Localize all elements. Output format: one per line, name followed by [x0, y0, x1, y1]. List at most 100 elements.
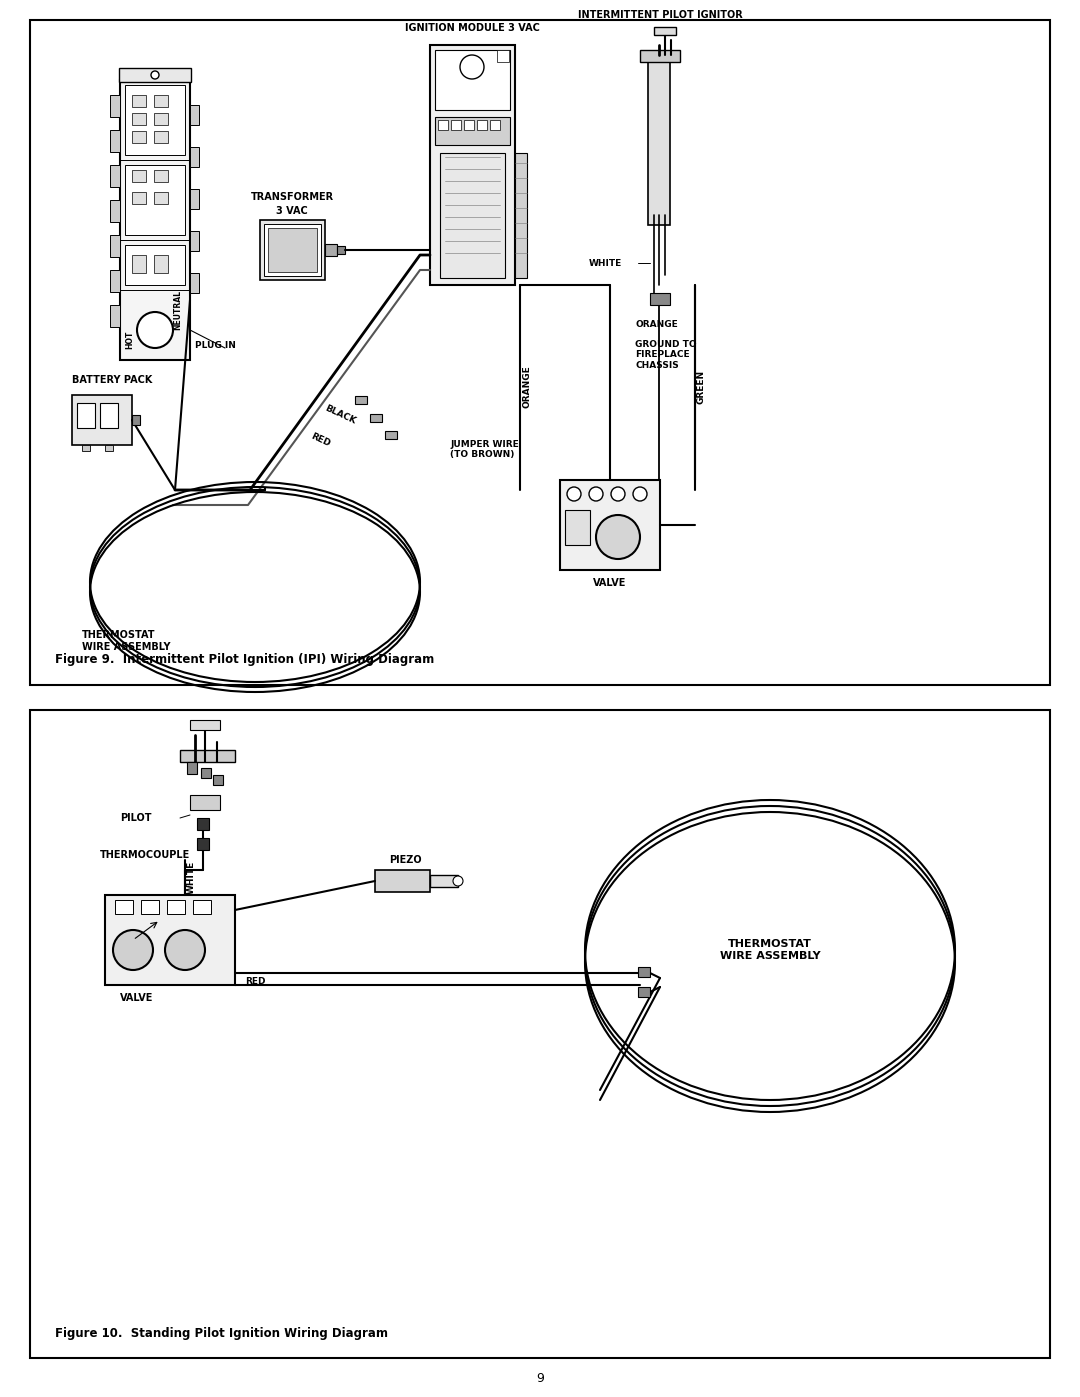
Bar [654, 27, 676, 35]
Bar [110, 305, 120, 327]
Bar [190, 719, 220, 731]
Bar [30, 20, 1050, 685]
Bar [638, 967, 650, 977]
Text: INTERMITTENT PILOT IGNITOR: INTERMITTENT PILOT IGNITOR [578, 10, 742, 20]
Bar [154, 170, 168, 182]
Text: PILOT: PILOT [120, 813, 151, 823]
Bar [325, 244, 337, 256]
Bar [515, 154, 527, 278]
Bar [497, 50, 509, 61]
Bar [105, 446, 113, 451]
Text: TRANSFORMER: TRANSFORMER [251, 191, 334, 203]
Bar [477, 120, 487, 130]
Circle shape [611, 488, 625, 502]
Bar [125, 244, 185, 285]
Text: GREEN: GREEN [697, 370, 706, 404]
Bar [650, 293, 670, 305]
Bar [190, 795, 220, 810]
Bar [154, 256, 168, 272]
Bar [451, 120, 461, 130]
Bar [132, 95, 146, 108]
Bar [648, 54, 670, 225]
Circle shape [567, 488, 581, 502]
Bar [190, 189, 199, 210]
Bar [435, 50, 510, 110]
Circle shape [460, 54, 484, 80]
Bar [132, 191, 146, 204]
Text: BLACK: BLACK [323, 404, 357, 426]
Text: VALVE: VALVE [593, 578, 626, 588]
Bar [440, 154, 505, 278]
Circle shape [453, 876, 463, 886]
Bar [430, 45, 515, 285]
Bar [435, 117, 510, 145]
Bar [82, 446, 90, 451]
Text: VALVE: VALVE [120, 993, 153, 1003]
Bar [561, 481, 660, 570]
Text: 9: 9 [536, 1372, 544, 1384]
Text: RED: RED [309, 432, 332, 448]
Bar [190, 105, 199, 124]
Bar [197, 819, 210, 830]
Text: WHITE: WHITE [589, 258, 622, 267]
Bar [464, 120, 474, 130]
Circle shape [113, 930, 153, 970]
Text: RED: RED [245, 977, 266, 985]
Text: JUMPER WIRE
(TO BROWN): JUMPER WIRE (TO BROWN) [450, 440, 518, 460]
Bar [141, 900, 159, 914]
Text: HOT: HOT [125, 331, 135, 349]
Text: NEUTRAL: NEUTRAL [174, 291, 183, 330]
Text: ORANGE: ORANGE [635, 320, 678, 330]
Bar [264, 224, 321, 277]
Bar [370, 414, 382, 422]
Text: IGNITION MODULE 3 VAC: IGNITION MODULE 3 VAC [405, 22, 539, 34]
Bar [132, 113, 146, 124]
Bar [132, 170, 146, 182]
Bar [190, 272, 199, 293]
Bar [180, 750, 235, 761]
Bar [132, 256, 146, 272]
Bar [120, 80, 190, 360]
Bar [154, 191, 168, 204]
Bar [565, 510, 590, 545]
Bar [260, 219, 325, 279]
Bar [110, 165, 120, 187]
Bar [201, 768, 211, 778]
Bar [190, 147, 199, 168]
Bar [384, 432, 397, 439]
Bar [337, 246, 345, 254]
Bar [430, 875, 458, 887]
Circle shape [165, 930, 205, 970]
Circle shape [137, 312, 173, 348]
Bar [100, 402, 118, 427]
Bar [114, 900, 133, 914]
Bar [167, 900, 185, 914]
Bar [132, 131, 146, 142]
Text: ORANGE: ORANGE [522, 366, 531, 408]
Text: THERMOCOUPLE: THERMOCOUPLE [100, 849, 190, 861]
Bar [438, 120, 448, 130]
Text: 3 VAC: 3 VAC [276, 205, 308, 217]
Bar [154, 131, 168, 142]
Bar [110, 95, 120, 117]
Bar [268, 228, 318, 272]
Bar [110, 270, 120, 292]
Bar [355, 395, 367, 404]
Circle shape [589, 488, 603, 502]
Text: WHITE: WHITE [187, 861, 195, 894]
Text: Figure 9.  Intermittent Pilot Ignition (IPI) Wiring Diagram: Figure 9. Intermittent Pilot Ignition (I… [55, 654, 434, 666]
Text: THERMOSTAT
WIRE ASSEMBLY: THERMOSTAT WIRE ASSEMBLY [719, 939, 821, 961]
Bar [193, 900, 211, 914]
Bar [110, 200, 120, 222]
Bar [375, 870, 430, 893]
Text: PIEZO: PIEZO [389, 855, 421, 865]
Circle shape [151, 71, 159, 80]
Bar [490, 120, 500, 130]
Bar [77, 402, 95, 427]
Text: GROUND TO
FIREPLACE
CHASSIS: GROUND TO FIREPLACE CHASSIS [635, 339, 697, 370]
Bar [119, 68, 191, 82]
Bar [30, 710, 1050, 1358]
Bar [125, 165, 185, 235]
Text: THERMOSTAT
WIRE ASSEMBLY: THERMOSTAT WIRE ASSEMBLY [82, 630, 171, 651]
Bar [640, 50, 680, 61]
